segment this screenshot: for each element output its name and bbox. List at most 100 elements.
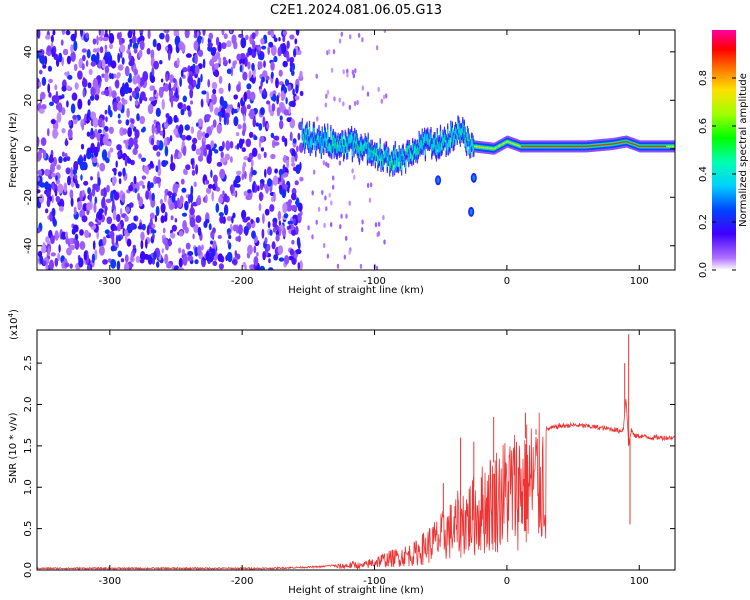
snr-panel: -300 -200 -100 0 100 0.0 0.5 1.0 1.5 2.0 2.5 Heigh… xyxy=(7,309,676,596)
signal-core xyxy=(455,128,457,136)
signal-peak-core xyxy=(616,142,618,144)
signal-peak-core xyxy=(522,145,524,148)
signal-peak-core xyxy=(571,145,573,148)
noise-speckle xyxy=(252,182,255,193)
signal-core xyxy=(420,140,423,150)
snr-y-tick-label: 2.5 xyxy=(23,355,34,371)
signal-core xyxy=(341,135,343,144)
noise-speckle xyxy=(186,105,191,111)
noise-speckle xyxy=(111,90,117,99)
noise-speckle xyxy=(195,197,202,206)
signal-core xyxy=(336,142,338,154)
noise-speckle xyxy=(45,34,51,40)
noise-speckle xyxy=(289,60,293,68)
noise-speckle xyxy=(85,32,89,39)
noise-speckle xyxy=(104,89,110,96)
signal-core xyxy=(386,157,388,167)
noise-speckle xyxy=(209,102,214,113)
noise-speckle xyxy=(263,151,267,159)
signal-core xyxy=(432,139,434,148)
signal-peak-core xyxy=(555,145,557,148)
signal-peak-core xyxy=(474,145,477,148)
noise-speckle xyxy=(247,189,252,194)
signal-core xyxy=(397,157,399,167)
signal-core xyxy=(350,135,352,143)
noise-speckle xyxy=(102,129,106,135)
signal-peak-core xyxy=(622,141,624,143)
noise-speckle xyxy=(161,248,164,254)
noise-speckle xyxy=(218,212,224,217)
noise-speckle xyxy=(44,168,50,177)
signal-core xyxy=(405,148,407,155)
signal-core xyxy=(380,155,382,166)
noise-speckle xyxy=(284,254,290,265)
signal-peak-core xyxy=(599,144,601,146)
noise-speckle xyxy=(207,42,213,48)
signal-peak-core xyxy=(519,145,521,147)
signal-peak-core xyxy=(559,145,561,148)
noise-speckle xyxy=(353,101,357,106)
signal-core xyxy=(372,151,374,161)
noise-speckle xyxy=(251,147,258,157)
noise-speckle xyxy=(343,254,346,260)
noise-speckle xyxy=(52,30,56,36)
colorbar-ticks: 0.0 0.2 0.4 0.6 0.8 xyxy=(698,70,736,278)
noise-speckle xyxy=(155,165,159,173)
noise-speckle xyxy=(163,214,168,222)
noise-speckle xyxy=(116,144,122,151)
signal-core xyxy=(358,147,361,159)
signal-peak-core xyxy=(503,142,505,145)
signal-core xyxy=(404,156,406,163)
noise-speckle xyxy=(94,93,100,101)
svg-text:(x104): (x104) xyxy=(7,309,20,340)
noise-speckle xyxy=(235,132,240,137)
noise-speckle xyxy=(385,93,388,99)
signal-peak-core xyxy=(526,145,528,148)
signal-peak-core xyxy=(643,145,645,148)
noise-speckle xyxy=(124,156,128,167)
noise-speckle xyxy=(176,57,180,66)
signal-core xyxy=(353,140,355,151)
noise-speckle xyxy=(361,85,365,91)
noise-speckle xyxy=(163,137,168,148)
noise-speckle xyxy=(279,115,283,121)
signal-core xyxy=(444,134,446,143)
noise-speckle xyxy=(91,156,98,164)
noise-speckle xyxy=(167,50,171,61)
signal-core xyxy=(339,140,341,152)
noise-speckle xyxy=(237,224,243,236)
signal-core xyxy=(426,133,428,142)
noise-speckle xyxy=(96,47,100,53)
noise-speckle xyxy=(83,250,88,261)
signal-core xyxy=(329,143,331,153)
noise-speckle xyxy=(135,86,140,94)
noise-speckle xyxy=(184,200,189,211)
signal-core xyxy=(371,144,373,153)
signal-peak-core xyxy=(605,143,607,146)
signal-core xyxy=(323,138,325,149)
signal-peak-core xyxy=(543,145,545,148)
noise-speckle xyxy=(264,37,267,43)
signal-peak-core xyxy=(565,145,567,148)
noise-speckle xyxy=(64,71,69,76)
signal-core xyxy=(392,160,394,171)
signal-peak-core xyxy=(528,145,531,148)
noise-speckle xyxy=(42,150,47,160)
noise-speckle xyxy=(61,85,67,92)
noise-speckle xyxy=(230,184,234,194)
signal-core xyxy=(447,129,449,138)
signal-peak-core xyxy=(484,147,486,149)
noise-speckle xyxy=(257,61,263,70)
noise-speckle xyxy=(91,187,96,197)
colorbar-tick-label: 0.8 xyxy=(698,70,709,86)
noise-speckle xyxy=(134,129,140,139)
noise-speckle xyxy=(182,95,187,103)
noise-speckle xyxy=(253,135,258,141)
signal-peak-core xyxy=(592,145,594,147)
noise-speckle xyxy=(261,45,267,50)
noise-speckle xyxy=(119,208,123,215)
signal-core xyxy=(450,125,452,133)
noise-speckle xyxy=(257,185,260,192)
colorbar: 0.0 0.2 0.4 0.6 0.8 Normalized spectral ampl… xyxy=(698,30,749,278)
signal-peak-core xyxy=(673,145,675,148)
